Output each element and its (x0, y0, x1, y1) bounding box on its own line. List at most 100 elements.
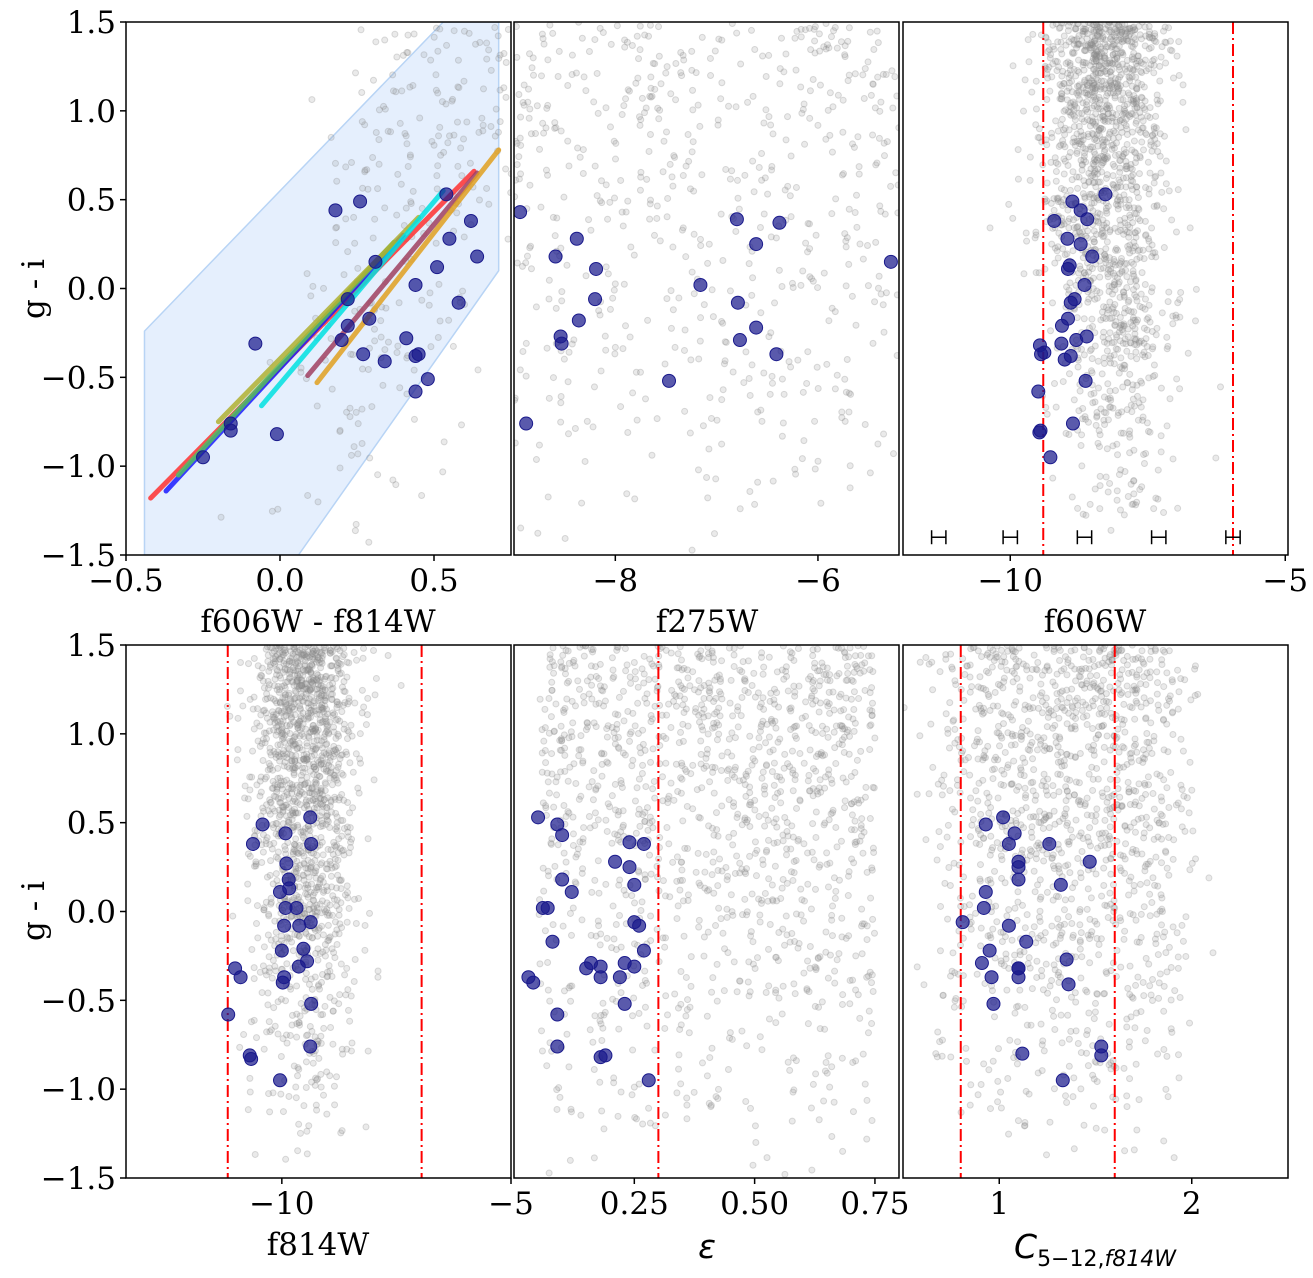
background-point (453, 118, 461, 126)
background-point (352, 920, 360, 928)
background-point (1115, 42, 1123, 50)
background-point (1074, 22, 1082, 28)
background-point (289, 850, 297, 858)
background-point (682, 1012, 690, 1020)
background-point (525, 85, 533, 93)
background-point (258, 989, 266, 997)
background-point (427, 343, 435, 351)
background-point (1120, 511, 1128, 519)
background-point (302, 930, 310, 938)
background-point (710, 889, 718, 897)
background-point (1051, 380, 1059, 388)
background-point (1127, 109, 1135, 117)
background-point (1086, 41, 1094, 49)
background-point (338, 751, 346, 759)
background-point (372, 674, 380, 682)
background-point (301, 685, 309, 693)
background-point (749, 1161, 757, 1169)
background-point (603, 934, 611, 942)
background-point (1091, 87, 1099, 95)
background-point (310, 897, 318, 905)
background-point (1092, 193, 1100, 201)
background-point (574, 144, 582, 152)
background-point (1061, 124, 1069, 132)
background-point (323, 860, 331, 868)
background-point (627, 728, 635, 736)
background-point (1122, 183, 1130, 191)
highlight-point (548, 249, 563, 264)
background-point (270, 682, 278, 690)
background-point (288, 1011, 296, 1019)
background-point (547, 840, 555, 848)
background-point (1100, 338, 1108, 346)
background-point (1091, 120, 1099, 128)
background-point (316, 716, 324, 724)
background-point (1136, 152, 1144, 160)
background-point (322, 694, 330, 702)
background-point (277, 1053, 285, 1061)
background-point (1176, 313, 1184, 321)
background-point (1113, 197, 1121, 205)
background-point (1093, 213, 1101, 221)
background-point (1106, 226, 1114, 234)
background-point (313, 728, 321, 736)
highlight-point (304, 996, 319, 1011)
background-point (762, 989, 770, 997)
background-point (279, 730, 287, 738)
background-point (259, 707, 267, 715)
background-point (807, 46, 815, 54)
background-point (326, 993, 334, 1001)
background-point (1137, 403, 1145, 411)
background-point (565, 1063, 573, 1071)
background-point (1162, 59, 1170, 67)
background-point (301, 657, 309, 665)
background-point (1052, 22, 1060, 28)
background-point (1090, 37, 1098, 45)
background-point (842, 388, 850, 396)
background-point (1152, 112, 1160, 120)
background-point (1112, 45, 1120, 53)
background-point (1179, 81, 1187, 89)
background-point (716, 855, 724, 863)
background-point (841, 804, 849, 812)
background-point (570, 760, 578, 768)
background-point (342, 215, 350, 223)
background-point (1065, 79, 1073, 87)
background-point (325, 934, 333, 942)
background-point (268, 708, 276, 716)
background-point (1152, 172, 1160, 180)
background-point (246, 1074, 254, 1082)
background-point (692, 705, 700, 713)
background-point (730, 799, 738, 807)
background-point (1093, 22, 1101, 29)
background-point (310, 790, 318, 798)
background-point (1073, 137, 1081, 145)
background-point (624, 86, 632, 94)
background-point (1093, 156, 1101, 164)
background-point (580, 652, 588, 660)
background-point (290, 822, 298, 830)
background-point (690, 1088, 698, 1096)
background-point (308, 752, 316, 760)
background-point (621, 645, 629, 653)
background-point (857, 747, 865, 755)
background-point (270, 839, 278, 847)
background-point (678, 762, 686, 770)
background-point (300, 852, 308, 860)
background-point (551, 862, 559, 870)
background-point (611, 780, 619, 788)
background-point (1112, 111, 1120, 119)
background-point (306, 686, 314, 694)
background-point (816, 776, 824, 784)
background-point (694, 466, 702, 474)
background-point (457, 144, 465, 152)
background-point (815, 1003, 823, 1011)
background-point (291, 671, 299, 679)
background-point (1073, 224, 1081, 232)
background-point (333, 819, 341, 827)
background-point (658, 711, 666, 719)
background-point (432, 71, 440, 79)
background-point (246, 773, 254, 781)
y-tick-label: 1.0 (67, 717, 116, 753)
background-point (575, 752, 583, 760)
